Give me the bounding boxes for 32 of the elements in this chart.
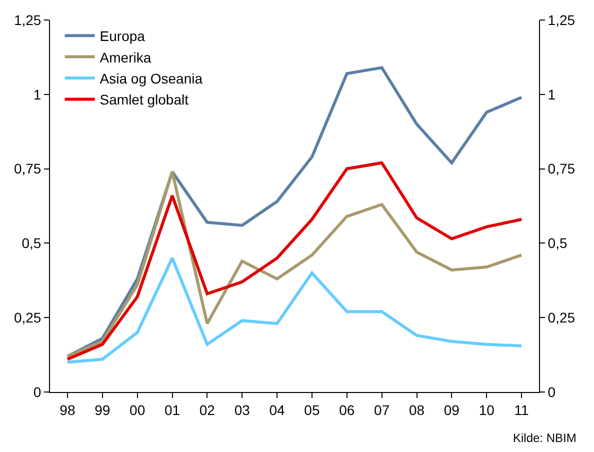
x-tick-label: 99 [94,402,110,418]
x-tick-label: 01 [164,402,180,418]
y-tick-label: 1,25 [14,12,42,28]
x-tick-label: 10 [478,402,495,418]
y2-tick-label: 0,75 [548,160,576,177]
legend-label: Europa [100,28,146,44]
text: Kilde: NBIM [513,431,576,445]
x-tick-label: 09 [444,402,460,418]
x-tick-label: 04 [269,402,286,418]
y2-tick-label: 0 [548,384,556,400]
x-tick-label: 98 [60,402,76,418]
line-series [66,256,524,364]
x-tick-label: 05 [304,402,320,418]
legend-label: Amerika [100,49,152,66]
y2-tick-label: 0,5 [548,235,568,252]
y2-tick-label: 1 [548,86,556,102]
x-tick-label: 00 [130,402,146,418]
legend-label: Samlet globalt [100,92,189,108]
y2-tick-label: 0,25 [548,310,576,326]
y-tick-label: 0,5 [22,235,42,252]
x-tick-label: 08 [408,402,425,418]
y-tick-label: 0,75 [14,160,42,177]
y-tick-label: 1 [33,86,42,102]
y2-tick-label: 1,25 [548,12,576,28]
x-tick-label: 07 [374,402,390,418]
x-tick-label: 03 [234,402,250,418]
y-tick-label: 0,25 [14,310,42,326]
x-tick-label: 02 [199,402,216,418]
legend-label: Asia og Oseania [100,70,203,86]
x-tick-label: 06 [339,402,355,418]
y-tick-label: 0 [33,384,42,400]
x-tick-label: 11 [514,402,530,418]
